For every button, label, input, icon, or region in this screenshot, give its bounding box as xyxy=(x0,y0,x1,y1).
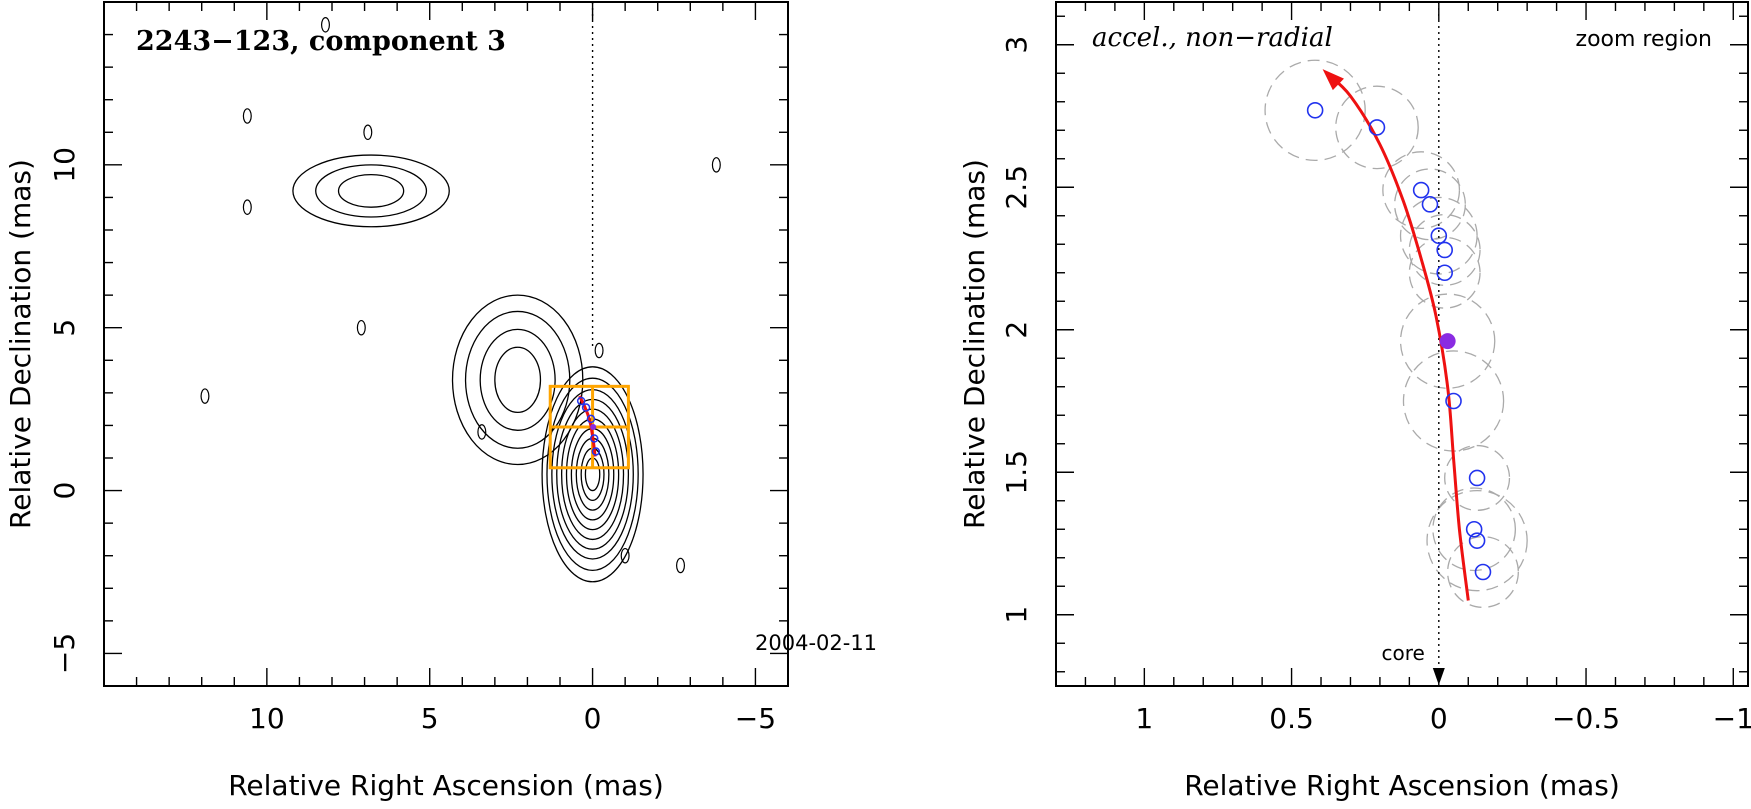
contour-level xyxy=(464,310,571,449)
uncertainty-circle xyxy=(1426,489,1528,592)
x-tick-label: 5 xyxy=(421,702,439,735)
contour-level xyxy=(337,173,405,208)
component-point xyxy=(1436,241,1453,259)
left-title: 2243−123, component 3 xyxy=(136,26,506,57)
component-points xyxy=(576,396,601,456)
noise-contour xyxy=(620,547,630,564)
reference-point xyxy=(1439,333,1456,350)
component-point xyxy=(591,447,601,456)
contour-map xyxy=(292,154,644,583)
component-point xyxy=(1430,227,1448,244)
y-tick-label: 5 xyxy=(48,319,81,337)
left-y-ticks: −5 0 5 10 xyxy=(48,1,788,687)
component-point xyxy=(1421,196,1439,213)
right-x-axis-label: Relative Right Ascension (mas) xyxy=(1184,769,1620,802)
noise-contour xyxy=(711,157,721,173)
component-point xyxy=(1436,264,1453,282)
x-tick-label: 0 xyxy=(1430,702,1448,735)
contour-level xyxy=(292,154,450,228)
uncertainty-circle xyxy=(1382,151,1461,230)
uncertainty-circle xyxy=(1446,536,1519,608)
y-tick-label: 10 xyxy=(48,147,81,183)
component-point xyxy=(1474,563,1492,581)
uncertainty-circle xyxy=(1393,168,1466,241)
trajectory-arrow-icon xyxy=(1322,69,1344,91)
noise-contour xyxy=(200,388,210,404)
component-point xyxy=(1306,102,1324,119)
left-panel: 10 5 0 −5 −5 0 5 10 2243−123, component 3 2004… xyxy=(4,1,877,802)
y-tick-label: 1 xyxy=(1000,606,1033,624)
noise-contour xyxy=(242,199,252,215)
noise-contour xyxy=(594,342,604,359)
contour-level xyxy=(541,366,644,583)
contour-level xyxy=(546,377,639,572)
component-point xyxy=(1368,119,1386,136)
component-point xyxy=(1412,181,1430,199)
x-tick-label: −1 xyxy=(1713,702,1751,735)
right-plot-frame xyxy=(1055,1,1749,687)
uncertainty-circle xyxy=(1408,213,1481,286)
contour-level xyxy=(451,294,584,466)
noise-contour xyxy=(320,17,330,33)
contour-level xyxy=(479,328,556,431)
right-y-ticks: 1 1.5 2 2.5 3 xyxy=(1000,15,1748,673)
component-point xyxy=(1465,520,1483,538)
component-point xyxy=(581,403,591,412)
uncertainty-circle xyxy=(1399,293,1496,389)
y-tick-label: 1.5 xyxy=(1000,450,1033,495)
uncertainty-circle xyxy=(1444,444,1511,511)
noise-contour xyxy=(242,108,252,124)
uncertainty-circle xyxy=(1408,236,1481,309)
left-plot-frame xyxy=(103,1,789,687)
left-y-axis-label: Relative Declination (mas) xyxy=(4,159,37,529)
contour-level xyxy=(494,346,542,414)
noise-contour xyxy=(356,319,366,336)
component-points xyxy=(1306,102,1492,581)
y-tick-label: −5 xyxy=(48,633,81,674)
right-y-axis-label: Relative Declination (mas) xyxy=(958,159,991,529)
left-x-ticks: 10 5 0 −5 xyxy=(103,2,789,735)
y-tick-label: 2.5 xyxy=(1000,165,1033,210)
component-point xyxy=(1445,392,1462,410)
component-point xyxy=(1468,532,1486,549)
component-point xyxy=(586,414,596,424)
y-tick-label: 3 xyxy=(1000,36,1033,54)
core-label: core xyxy=(1381,641,1424,665)
x-tick-label: 0.5 xyxy=(1269,702,1314,735)
epoch-label: 2004-02-11 xyxy=(755,631,877,655)
y-tick-label: 0 xyxy=(48,482,81,500)
right-title: accel., non−radial xyxy=(1092,23,1333,53)
uncertainty-circle xyxy=(1335,85,1419,170)
right-x-ticks: 1 0.5 0 −0.5 −1 xyxy=(1055,2,1751,735)
left-x-axis-label: Relative Right Ascension (mas) xyxy=(228,769,664,802)
x-tick-label: −5 xyxy=(735,702,776,735)
x-tick-label: 10 xyxy=(249,702,285,735)
x-tick-label: 1 xyxy=(1135,702,1153,735)
reference-point xyxy=(590,424,597,431)
uncertainty-circle xyxy=(1432,487,1517,572)
noise-contour xyxy=(363,124,373,141)
zoom-region-label: zoom region xyxy=(1576,27,1712,52)
right-panel: 1 0.5 0 −0.5 −1 1 1.5 2 2.5 3 accel., non−radial… xyxy=(958,1,1751,802)
component-point xyxy=(1468,469,1486,487)
contour-level xyxy=(315,164,428,218)
uncertainty-circles xyxy=(1264,59,1528,608)
x-tick-label: −0.5 xyxy=(1552,702,1620,735)
noise-contour xyxy=(477,424,487,440)
noise-contours xyxy=(200,17,721,574)
x-tick-label: 0 xyxy=(584,702,602,735)
y-tick-label: 2 xyxy=(1000,321,1033,339)
trajectory-curve xyxy=(1325,72,1470,601)
uncertainty-circle xyxy=(1264,59,1366,162)
noise-contour xyxy=(676,557,686,574)
component-point xyxy=(576,396,586,406)
component-point xyxy=(589,434,599,443)
